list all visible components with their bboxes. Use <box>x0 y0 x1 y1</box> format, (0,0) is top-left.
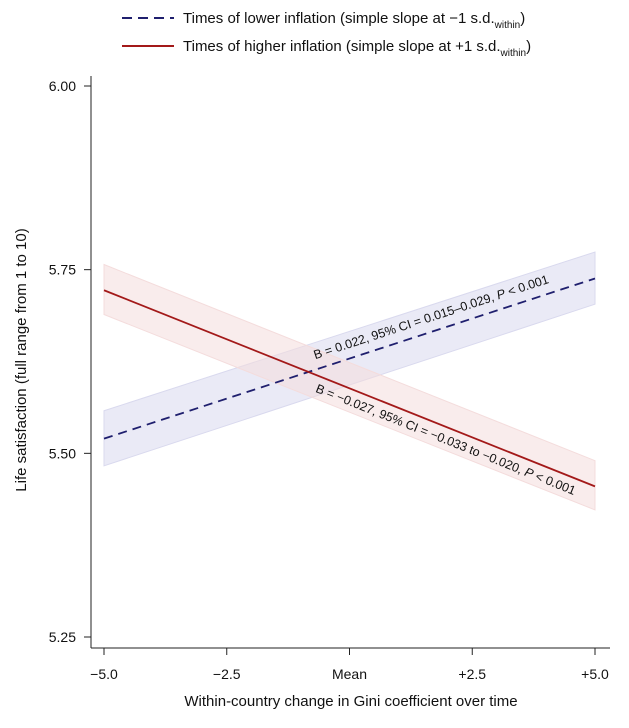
series-line-lower <box>103 277 596 440</box>
y-ticks: 6.00 5.75 5.50 5.25 <box>49 78 91 645</box>
legend-label-higher-sub: within <box>500 48 527 59</box>
y-tick-label-0: 6.00 <box>49 78 76 94</box>
x-tick-label-3: +2.5 <box>458 666 486 682</box>
x-axis: −5.0 −2.5 Mean +2.5 +5.0 Within-country chan… <box>90 647 610 710</box>
y-tick-label-2: 5.50 <box>49 445 76 461</box>
legend-label-higher: Times of higher inflation (simple slope … <box>183 38 531 59</box>
x-tick-label-1: −2.5 <box>213 666 241 682</box>
x-tick-label-2: Mean <box>332 666 367 682</box>
x-tick-label-4: +5.0 <box>581 666 609 682</box>
legend-label-lower-main: Times of lower inflation (simple slope a… <box>183 10 495 27</box>
y-tick-label-3: 5.25 <box>49 629 76 645</box>
series-lines <box>103 277 596 488</box>
legend: Times of lower inflation (simple slope a… <box>122 10 531 59</box>
legend-label-higher-end: ) <box>526 38 531 55</box>
x-ticks: −5.0 −2.5 Mean +2.5 +5.0 <box>90 648 609 682</box>
legend-label-lower-sub: within <box>494 20 521 31</box>
legend-label-lower-end: ) <box>520 10 525 27</box>
legend-label-higher-main: Times of higher inflation (simple slope … <box>183 38 501 55</box>
y-axis-title: Life satisfaction (full range from 1 to … <box>13 228 30 491</box>
x-tick-label-0: −5.0 <box>90 666 118 682</box>
y-tick-label-1: 5.75 <box>49 262 76 278</box>
ci-band-higher <box>103 263 596 511</box>
y-axis: 6.00 5.75 5.50 5.25 Life satisfaction (full… <box>13 76 92 648</box>
legend-label-lower: Times of lower inflation (simple slope a… <box>183 10 525 31</box>
x-axis-title: Within-country change in Gini coefficien… <box>184 693 517 710</box>
series-line-higher <box>103 289 596 488</box>
